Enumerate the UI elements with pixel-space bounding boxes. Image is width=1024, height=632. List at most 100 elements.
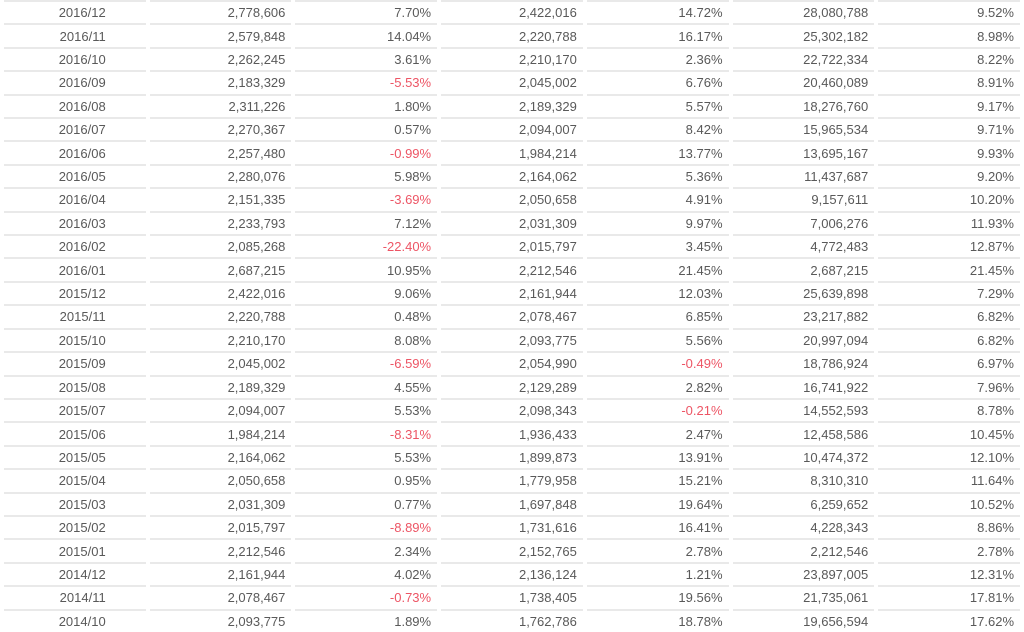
- value-cell: 2,212,546: [441, 257, 583, 280]
- value-cell: 2,045,002: [149, 351, 292, 374]
- percent-cell: 9.17%: [878, 93, 1020, 117]
- value-cell: 1,697,848: [441, 491, 583, 515]
- percent-cell: 13.77%: [586, 140, 729, 163]
- value-cell: 2,129,289: [441, 374, 583, 398]
- value-cell: 2,031,309: [441, 210, 583, 234]
- value-cell: 2,212,546: [732, 538, 875, 561]
- percent-cell: 2.47%: [586, 421, 729, 444]
- percent-cell: 5.98%: [295, 163, 438, 187]
- value-cell: 2,422,016: [441, 0, 583, 23]
- month-cell: 2016/06: [4, 140, 146, 163]
- percent-cell: 2.36%: [586, 46, 729, 70]
- table-row: 2015/07 2,094,007 5.53% 2,098,343 -0.21% 14,5…: [4, 397, 1020, 421]
- month-cell: 2016/11: [4, 23, 146, 46]
- table-row: 2016/01 2,687,215 10.95% 2,212,546 21.45% 2,6…: [4, 257, 1020, 280]
- value-cell: 2,136,124: [441, 561, 583, 585]
- value-cell: 7,006,276: [732, 210, 875, 234]
- value-cell: 14,552,593: [732, 397, 875, 421]
- percent-cell: 9.20%: [878, 163, 1020, 187]
- table-row: 2016/06 2,257,480 -0.99% 1,984,214 13.77% 13,…: [4, 140, 1020, 163]
- month-cell: 2015/07: [4, 397, 146, 421]
- percent-cell: -0.73%: [295, 585, 438, 608]
- value-cell: 16,741,922: [732, 374, 875, 398]
- value-cell: 15,965,534: [732, 117, 875, 140]
- percent-cell: 5.57%: [586, 93, 729, 117]
- value-cell: 2,189,329: [149, 374, 292, 398]
- table-row: 2016/07 2,270,367 0.57% 2,094,007 8.42% 15,96…: [4, 117, 1020, 140]
- value-cell: 2,098,343: [441, 397, 583, 421]
- table-row: 2015/09 2,045,002 -6.59% 2,054,990 -0.49% 18,…: [4, 351, 1020, 374]
- percent-cell: 6.85%: [586, 304, 729, 327]
- value-cell: 2,152,765: [441, 538, 583, 561]
- percent-cell: 8.98%: [878, 23, 1020, 46]
- value-cell: 2,579,848: [149, 23, 292, 46]
- month-cell: 2016/07: [4, 117, 146, 140]
- month-cell: 2015/06: [4, 421, 146, 444]
- value-cell: 1,762,786: [441, 608, 583, 632]
- table-row: 2016/04 2,151,335 -3.69% 2,050,658 4.91% 9,15…: [4, 187, 1020, 210]
- month-cell: 2015/12: [4, 280, 146, 304]
- percent-cell: 14.04%: [295, 23, 438, 46]
- table-row: 2015/10 2,210,170 8.08% 2,093,775 5.56% 20,99…: [4, 327, 1020, 351]
- value-cell: 19,656,594: [732, 608, 875, 632]
- percent-cell: -5.53%: [295, 70, 438, 93]
- percent-cell: -22.40%: [295, 234, 438, 257]
- percent-cell: 9.93%: [878, 140, 1020, 163]
- percent-cell: 6.76%: [586, 70, 729, 93]
- month-cell: 2016/10: [4, 46, 146, 70]
- value-cell: 2,210,170: [149, 327, 292, 351]
- percent-cell: 9.52%: [878, 0, 1020, 23]
- percent-cell: 4.91%: [586, 187, 729, 210]
- percent-cell: 1.21%: [586, 561, 729, 585]
- percent-cell: 13.91%: [586, 444, 729, 468]
- month-cell: 2015/05: [4, 444, 146, 468]
- value-cell: 2,422,016: [149, 280, 292, 304]
- value-cell: 22,722,334: [732, 46, 875, 70]
- percent-cell: 17.81%: [878, 585, 1020, 608]
- value-cell: 1,984,214: [149, 421, 292, 444]
- percent-cell: 8.42%: [586, 117, 729, 140]
- percent-cell: 0.48%: [295, 304, 438, 327]
- table-row: 2016/10 2,262,245 3.61% 2,210,170 2.36% 22,72…: [4, 46, 1020, 70]
- percent-cell: 12.10%: [878, 444, 1020, 468]
- month-cell: 2015/09: [4, 351, 146, 374]
- table-row: 2015/11 2,220,788 0.48% 2,078,467 6.85% 23,21…: [4, 304, 1020, 327]
- value-cell: 12,458,586: [732, 421, 875, 444]
- percent-cell: 3.61%: [295, 46, 438, 70]
- percent-cell: 14.72%: [586, 0, 729, 23]
- month-cell: 2015/08: [4, 374, 146, 398]
- value-cell: 2,161,944: [441, 280, 583, 304]
- value-cell: 2,031,309: [149, 491, 292, 515]
- table-row: 2016/03 2,233,793 7.12% 2,031,309 9.97% 7,006…: [4, 210, 1020, 234]
- percent-cell: 6.97%: [878, 351, 1020, 374]
- month-cell: 2015/04: [4, 468, 146, 491]
- value-cell: 2,220,788: [149, 304, 292, 327]
- value-cell: 2,161,944: [149, 561, 292, 585]
- value-cell: 2,151,335: [149, 187, 292, 210]
- percent-cell: 6.82%: [878, 327, 1020, 351]
- value-cell: 4,772,483: [732, 234, 875, 257]
- value-cell: 2,687,215: [732, 257, 875, 280]
- value-cell: 2,262,245: [149, 46, 292, 70]
- value-cell: 1,779,958: [441, 468, 583, 491]
- value-cell: 2,094,007: [441, 117, 583, 140]
- percent-cell: 1.80%: [295, 93, 438, 117]
- value-cell: 2,164,062: [441, 163, 583, 187]
- percent-cell: 10.45%: [878, 421, 1020, 444]
- value-cell: 13,695,167: [732, 140, 875, 163]
- percent-cell: -0.49%: [586, 351, 729, 374]
- percent-cell: 0.95%: [295, 468, 438, 491]
- month-cell: 2016/09: [4, 70, 146, 93]
- percent-cell: -8.31%: [295, 421, 438, 444]
- value-cell: 2,220,788: [441, 23, 583, 46]
- value-cell: 2,015,797: [149, 514, 292, 538]
- month-cell: 2014/11: [4, 585, 146, 608]
- value-cell: 2,280,076: [149, 163, 292, 187]
- percent-cell: 7.29%: [878, 280, 1020, 304]
- value-cell: 2,183,329: [149, 70, 292, 93]
- percent-cell: 10.95%: [295, 257, 438, 280]
- table-row: 2016/12 2,778,606 7.70% 2,422,016 14.72% 28,0…: [4, 0, 1020, 23]
- table-row: 2015/02 2,015,797 -8.89% 1,731,616 16.41% 4,2…: [4, 514, 1020, 538]
- percent-cell: 21.45%: [878, 257, 1020, 280]
- table-body: 2016/12 2,778,606 7.70% 2,422,016 14.72% 28,0…: [4, 0, 1020, 632]
